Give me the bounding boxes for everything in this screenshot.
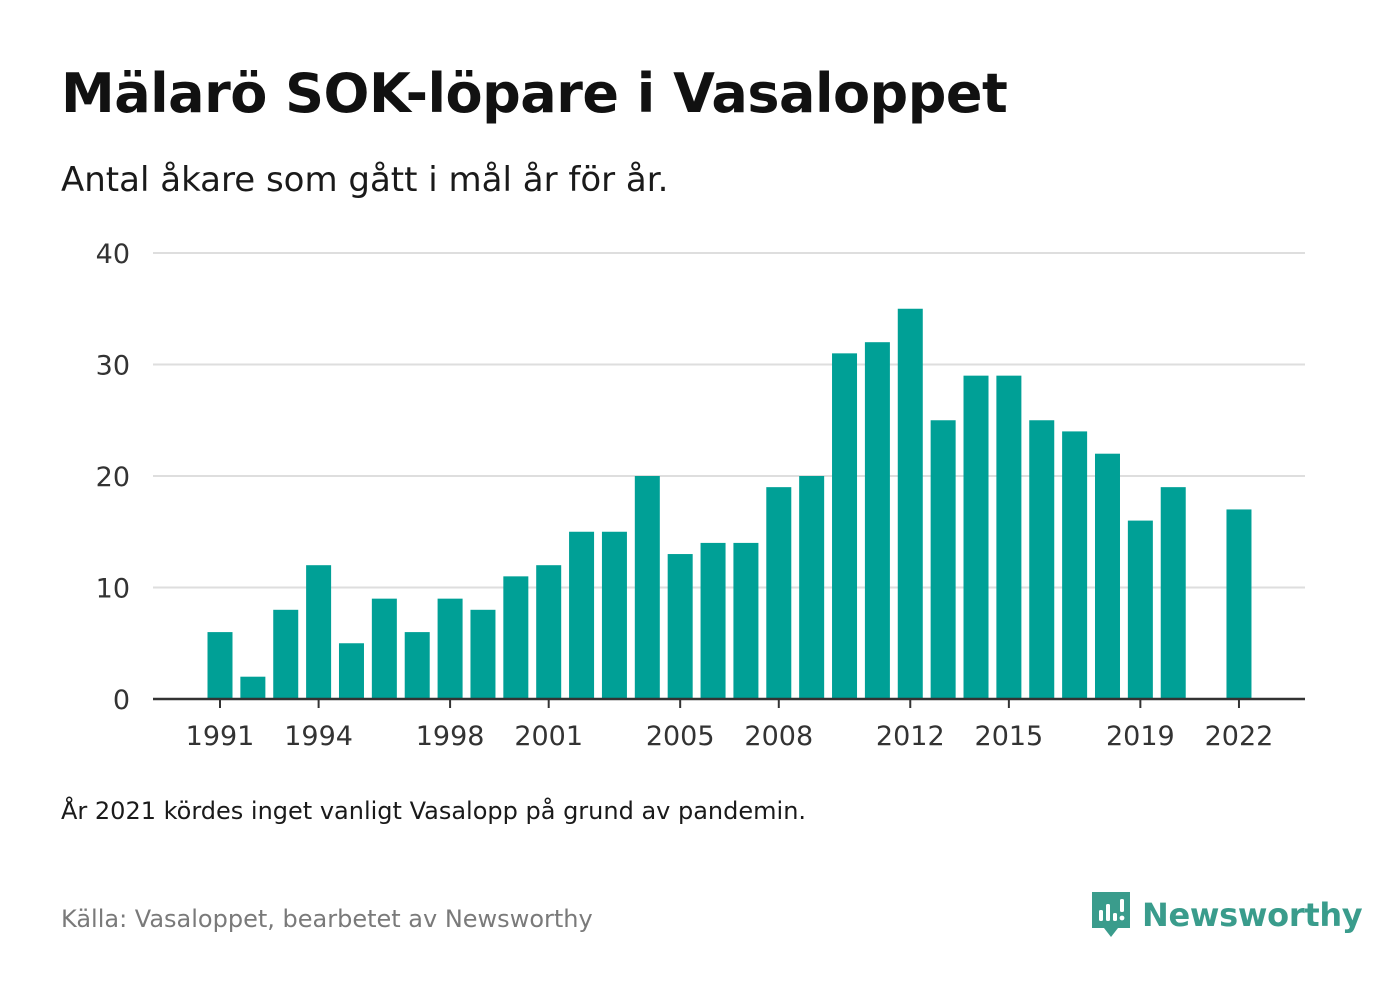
x-tick-label: 1994 <box>284 721 353 752</box>
bar-2015 <box>996 375 1022 699</box>
bar-2018 <box>1094 453 1120 699</box>
bar-1994 <box>306 565 332 699</box>
y-tick-label: 40 <box>96 239 130 270</box>
chart-title: Mälarö SOK-löpare i Vasaloppet <box>61 62 1008 125</box>
bar-1995 <box>338 643 364 699</box>
bar-chart: 0 10 20 30 40 1991 1994 1998 2001 2005 2008 2012 20… <box>96 239 1305 752</box>
newsworthy-logo-icon <box>1092 892 1130 937</box>
x-tick-labels: 1991 1994 1998 2001 2005 2008 2012 2015 2019 2022 <box>186 721 1274 752</box>
x-tick-label: 2001 <box>514 721 583 752</box>
bar-1996 <box>371 598 397 699</box>
bar-2016 <box>1029 420 1055 699</box>
x-axis <box>153 697 1305 708</box>
x-tick-label: 2005 <box>646 721 715 752</box>
bar-2006 <box>700 542 726 699</box>
bar-2012 <box>897 308 923 699</box>
bar-2019 <box>1127 520 1153 699</box>
y-tick-label: 20 <box>96 462 130 493</box>
y-tick-label: 30 <box>96 351 130 382</box>
chart-subtitle: Antal åkare som gått i mål år för år. <box>61 160 669 200</box>
bar-1993 <box>273 609 299 699</box>
bar-2008 <box>766 487 792 699</box>
bar-2010 <box>832 353 858 699</box>
bar-2009 <box>799 476 825 699</box>
bar-2003 <box>601 531 627 699</box>
y-tick-labels: 0 10 20 30 40 <box>96 239 130 716</box>
brand-name: Newsworthy <box>1142 896 1363 934</box>
x-tick-label: 2008 <box>744 721 813 752</box>
bar-2020 <box>1160 487 1186 699</box>
bar-2017 <box>1062 431 1088 699</box>
bar-1998 <box>437 598 463 699</box>
bar-2001 <box>536 565 562 699</box>
x-tick-label: 1991 <box>186 721 255 752</box>
bar-1991 <box>207 632 233 699</box>
bar-2014 <box>963 375 989 699</box>
x-tick-label: 2022 <box>1205 721 1274 752</box>
bar-2004 <box>634 476 660 699</box>
y-tick-label: 0 <box>113 685 130 716</box>
bar-1992 <box>240 676 266 699</box>
y-tick-label: 10 <box>96 574 130 605</box>
bar-2002 <box>569 531 595 699</box>
x-tick-label: 2012 <box>876 721 945 752</box>
bar-2013 <box>930 420 956 699</box>
x-tick-label: 2019 <box>1106 721 1175 752</box>
bar-2005 <box>667 554 693 699</box>
bar-1999 <box>470 609 496 699</box>
x-tick-label: 1998 <box>416 721 485 752</box>
source-credit: Källa: Vasaloppet, bearbetet av Newswort… <box>61 905 593 933</box>
chart-note: År 2021 kördes inget vanligt Vasalopp på… <box>61 797 807 825</box>
bar-2007 <box>733 542 759 699</box>
newsworthy-brand: Newsworthy <box>1090 890 1363 940</box>
x-tick-label: 2015 <box>975 721 1044 752</box>
bars <box>207 308 1252 699</box>
bar-1997 <box>404 632 430 699</box>
bar-2011 <box>864 342 890 699</box>
bar-2000 <box>503 576 529 699</box>
bar-2022 <box>1226 509 1252 699</box>
